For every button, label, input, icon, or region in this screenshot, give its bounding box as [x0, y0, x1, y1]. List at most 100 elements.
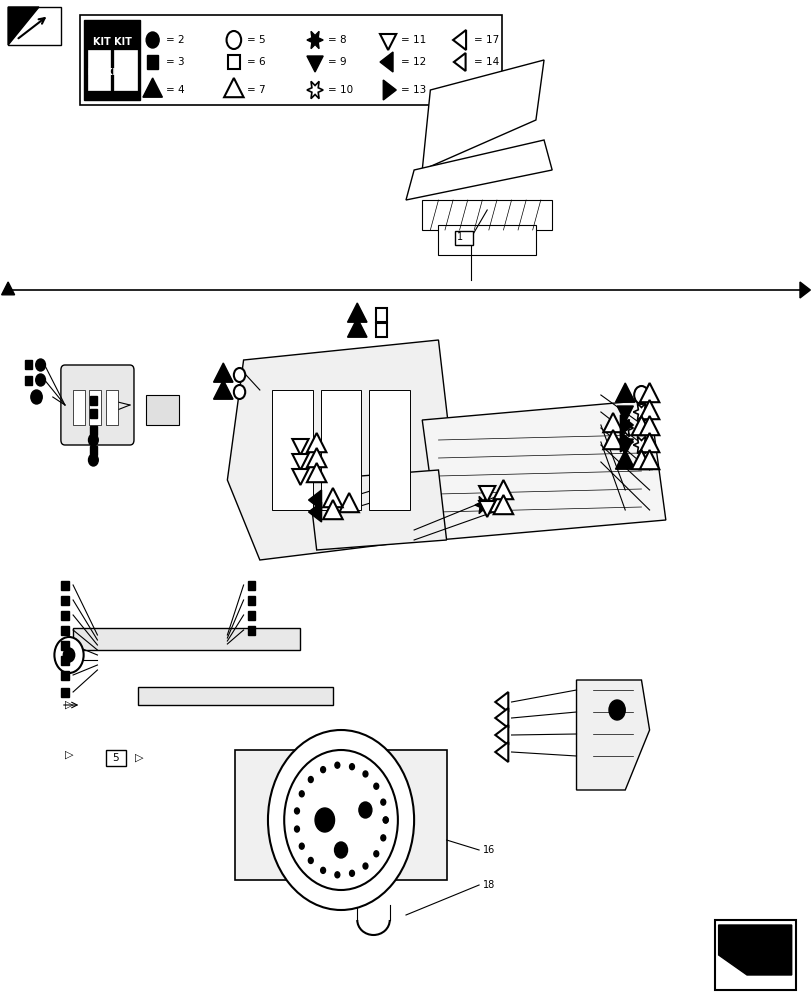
Bar	[89, 446, 97, 454]
Text: 18: 18	[483, 880, 495, 890]
Circle shape	[308, 857, 313, 863]
Text: = 7: = 7	[247, 85, 265, 95]
Bar	[8, 7, 61, 45]
Polygon shape	[2, 282, 15, 295]
Circle shape	[373, 851, 378, 857]
Circle shape	[350, 870, 354, 876]
Bar	[89, 408, 97, 418]
Polygon shape	[324, 496, 341, 514]
Polygon shape	[307, 448, 326, 467]
Polygon shape	[495, 725, 508, 745]
Polygon shape	[631, 416, 650, 435]
Polygon shape	[478, 501, 495, 517]
Circle shape	[54, 637, 84, 673]
Bar	[89, 426, 97, 434]
Polygon shape	[799, 282, 809, 298]
Polygon shape	[620, 432, 633, 452]
Circle shape	[380, 799, 385, 805]
Text: = 9: = 9	[328, 57, 346, 67]
Circle shape	[363, 771, 367, 777]
Text: = 17: = 17	[474, 35, 499, 45]
Circle shape	[299, 791, 304, 797]
Polygon shape	[495, 692, 508, 712]
Circle shape	[284, 750, 397, 890]
Polygon shape	[307, 56, 323, 72]
Polygon shape	[615, 383, 634, 402]
Polygon shape	[453, 53, 465, 71]
Bar	[146, 395, 178, 425]
Polygon shape	[616, 439, 633, 455]
Polygon shape	[495, 708, 508, 728]
Polygon shape	[380, 52, 393, 72]
Circle shape	[36, 359, 45, 371]
Polygon shape	[347, 318, 367, 337]
Polygon shape	[292, 454, 308, 470]
Bar	[375, 308, 387, 322]
Polygon shape	[493, 480, 513, 499]
Text: = 12: = 12	[401, 57, 426, 67]
Polygon shape	[633, 403, 649, 421]
Text: = 3: = 3	[165, 57, 184, 67]
Polygon shape	[576, 680, 649, 790]
Polygon shape	[213, 380, 233, 399]
Bar	[235, 750, 446, 880]
Bar	[88, 50, 110, 90]
Bar	[73, 628, 300, 650]
Circle shape	[226, 31, 241, 49]
Polygon shape	[213, 363, 233, 382]
Bar	[105, 390, 118, 425]
Text: ▷: ▷	[65, 750, 73, 760]
Circle shape	[36, 374, 45, 386]
Circle shape	[334, 842, 347, 858]
FancyBboxPatch shape	[61, 365, 134, 445]
Bar	[247, 595, 255, 604]
Bar	[62, 656, 68, 664]
Polygon shape	[308, 490, 321, 510]
Bar	[62, 688, 68, 696]
Polygon shape	[478, 486, 495, 502]
Circle shape	[146, 32, 159, 48]
Bar	[73, 390, 85, 425]
Circle shape	[308, 777, 313, 783]
Circle shape	[294, 826, 299, 832]
Polygon shape	[474, 496, 491, 514]
Polygon shape	[718, 925, 791, 975]
Polygon shape	[495, 742, 508, 762]
Polygon shape	[639, 400, 659, 419]
Circle shape	[315, 808, 334, 832]
Polygon shape	[307, 31, 323, 49]
Bar	[24, 375, 32, 384]
Polygon shape	[224, 78, 243, 97]
Polygon shape	[631, 450, 650, 469]
Bar	[320, 390, 361, 510]
Circle shape	[383, 817, 388, 823]
Circle shape	[608, 700, 624, 720]
Polygon shape	[406, 140, 551, 200]
Circle shape	[358, 802, 371, 818]
Polygon shape	[380, 34, 396, 50]
Circle shape	[350, 764, 354, 770]
Bar	[89, 390, 101, 425]
Polygon shape	[308, 470, 446, 550]
Polygon shape	[307, 81, 323, 99]
Circle shape	[299, 843, 304, 849]
Polygon shape	[292, 469, 308, 485]
Polygon shape	[339, 493, 358, 512]
Text: ▷: ▷	[135, 753, 144, 763]
Text: = 4: = 4	[165, 85, 184, 95]
Polygon shape	[383, 80, 396, 100]
Circle shape	[294, 808, 299, 814]
Circle shape	[363, 863, 367, 869]
Text: = 10: = 10	[328, 85, 353, 95]
Circle shape	[320, 867, 325, 873]
Polygon shape	[489, 493, 508, 512]
Circle shape	[63, 648, 75, 662]
Circle shape	[88, 434, 98, 446]
Bar	[114, 50, 137, 90]
Bar	[62, 595, 68, 604]
Bar	[89, 395, 97, 404]
Polygon shape	[227, 340, 454, 560]
Polygon shape	[8, 7, 39, 45]
Polygon shape	[603, 430, 622, 449]
Circle shape	[334, 762, 339, 768]
